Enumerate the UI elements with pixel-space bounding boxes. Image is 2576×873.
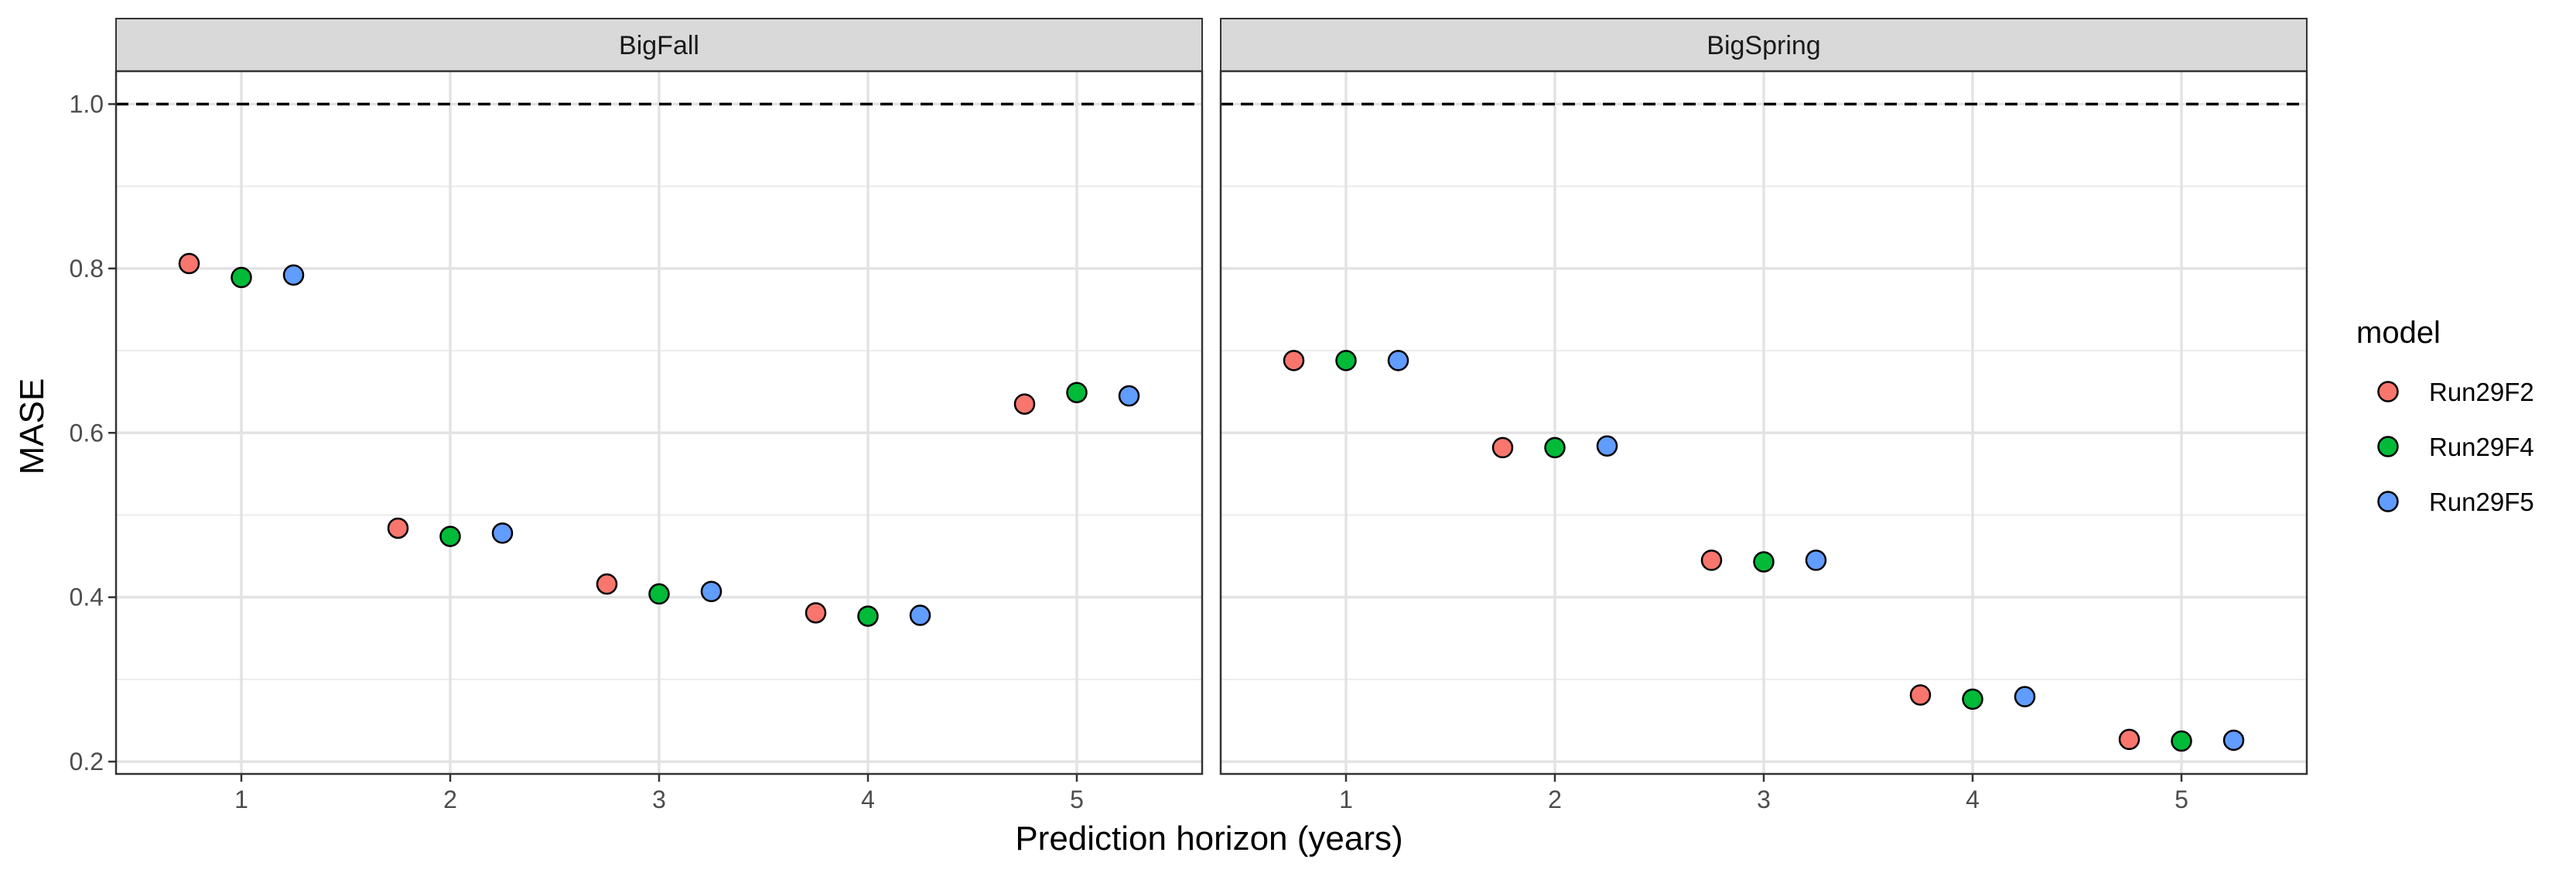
y-axis-title: MASE: [13, 378, 51, 475]
data-point: [2171, 730, 2192, 752]
data-point: [805, 602, 827, 624]
data-point: [1066, 382, 1088, 403]
legend-key: [2377, 436, 2399, 457]
y-tick-label: 0.4: [70, 584, 104, 611]
data-point: [1596, 435, 1618, 457]
data-point: [648, 583, 670, 605]
legend-title: model: [2356, 316, 2441, 350]
data-point: [1909, 684, 1932, 706]
panel-bigfall: BigFall: [114, 18, 1204, 775]
x-axis-bigfall: 1 2 3 4 5: [234, 774, 1084, 813]
legend-key: [2377, 381, 2399, 402]
data-point: [2014, 686, 2036, 707]
y-tick-label: 0.2: [70, 748, 104, 775]
x-tick-label: 4: [861, 786, 875, 813]
y-tick-label: 1.0: [70, 90, 104, 118]
x-axis-title: Prediction horizon (years): [1015, 820, 1402, 858]
data-point: [1805, 549, 1827, 571]
strip-label: BigSpring: [1707, 31, 1820, 60]
panel-bigspring: BigSpring: [1219, 18, 2308, 775]
data-point: [231, 266, 252, 289]
legend-key: [2377, 491, 2399, 512]
y-tick-label: 0.8: [70, 255, 104, 282]
legend-label: Run29F4: [2429, 433, 2534, 461]
x-tick-label: 4: [1966, 786, 1980, 813]
data-point: [1544, 436, 1566, 459]
x-tick-label: 3: [652, 786, 666, 813]
x-tick-label: 3: [1757, 786, 1771, 813]
x-axes: 1 2 3 4 5 1 2 3 4 5: [234, 774, 2188, 813]
data-point: [700, 580, 723, 602]
data-point: [1491, 436, 1514, 459]
data-point: [1753, 551, 1775, 573]
strip-background: [1220, 18, 2308, 72]
strip-background: [115, 18, 1203, 72]
x-tick-label: 2: [443, 786, 457, 813]
data-point: [857, 605, 879, 627]
strip-label: BigFall: [619, 31, 699, 60]
data-point: [387, 517, 409, 539]
legend: model Run29F2 Run29F4 Run29F5: [2356, 316, 2534, 516]
data-point: [1013, 393, 1036, 415]
y-axis: 0.2 0.4 0.6 0.8 1.0: [70, 90, 116, 775]
data-point: [1118, 385, 1140, 407]
data-point: [439, 526, 461, 547]
y-tick-label: 0.6: [70, 419, 104, 447]
x-tick-label: 2: [1548, 786, 1562, 813]
panels: BigFall BigSpring: [114, 18, 2308, 775]
x-tick-label: 1: [234, 786, 248, 813]
data-point: [1387, 350, 1409, 371]
data-point: [1283, 350, 1305, 371]
data-point: [282, 264, 305, 286]
data-point: [1700, 549, 1723, 571]
data-point: [491, 522, 514, 544]
legend-label: Run29F2: [2429, 378, 2534, 406]
x-tick-label: 1: [1339, 786, 1353, 813]
data-point: [178, 252, 200, 275]
data-point: [1962, 688, 1983, 710]
x-tick-label: 5: [2175, 786, 2188, 813]
x-tick-label: 5: [1070, 786, 1084, 813]
x-axis-bigspring: 1 2 3 4 5: [1339, 774, 2188, 813]
data-point: [596, 573, 618, 595]
data-point: [909, 604, 931, 626]
data-point: [2118, 728, 2140, 751]
data-point: [2222, 729, 2245, 751]
data-point: [1335, 350, 1357, 371]
legend-label: Run29F5: [2429, 488, 2534, 516]
